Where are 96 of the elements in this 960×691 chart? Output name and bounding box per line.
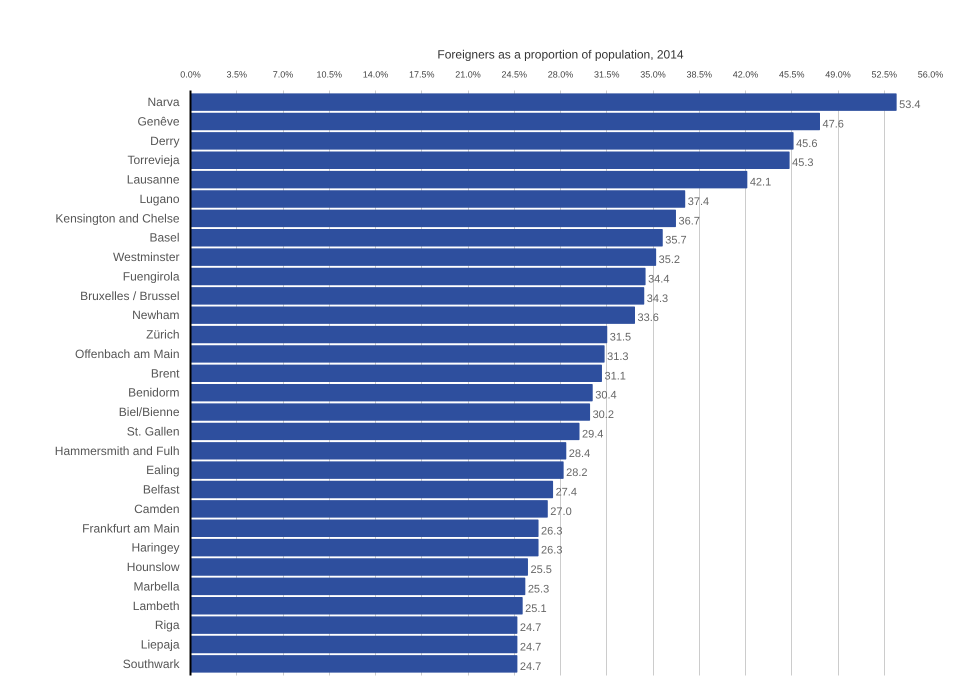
bar [190, 306, 635, 324]
y-tick-label: Westminster [113, 250, 180, 264]
y-tick-label: Derry [150, 134, 180, 148]
data-label: 36.7 [678, 215, 700, 228]
bar [190, 461, 564, 479]
data-label: 25.3 [528, 583, 550, 596]
y-tick-label: Kensington and Chelse [55, 211, 180, 226]
y-tick-label: Lambeth [132, 598, 180, 613]
data-label: 45.6 [796, 138, 818, 150]
data-label: 37.4 [688, 196, 710, 208]
data-label: 28.2 [566, 467, 588, 480]
x-tick-label: 31.5% [594, 70, 620, 80]
data-label: 26.3 [541, 525, 562, 538]
y-tick-label: Newham [132, 308, 180, 322]
y-tick-label: Frankfurt am Main [82, 521, 180, 536]
y-tick-label: Camden [134, 502, 180, 516]
data-label: 35.2 [658, 254, 680, 266]
bar [190, 228, 663, 246]
data-label: 29.4 [582, 428, 604, 440]
y-tick-label: Offenbach am Main [75, 346, 180, 361]
bar [190, 636, 518, 654]
y-tick-label: Riga [154, 618, 180, 632]
data-label: 45.3 [792, 157, 814, 170]
x-tick-label: 49.0% [825, 70, 851, 80]
bar [190, 112, 820, 130]
data-label: 25.5 [530, 564, 552, 576]
bar [190, 210, 676, 228]
x-tick-label: 14.0% [362, 70, 388, 80]
bar [190, 152, 790, 169]
y-tick-label: Biel/Bienne [118, 405, 180, 420]
x-tick-label: 35.0% [640, 70, 666, 80]
y-tick-label: Haringey [131, 540, 180, 555]
bar [190, 384, 593, 402]
data-label: 25.1 [525, 602, 547, 615]
data-label: 28.4 [568, 448, 590, 460]
x-tick-label: 42.0% [732, 70, 758, 80]
data-label: 53.4 [899, 99, 921, 112]
data-label: 31.5 [610, 332, 632, 344]
data-label: 42.1 [750, 176, 772, 189]
data-label: 27.4 [556, 486, 577, 499]
data-label: 34.3 [646, 292, 668, 305]
y-tick-label: Bruxelles / Brussel [80, 288, 180, 303]
y-tick-label: Hounslow [126, 560, 180, 574]
x-tick-label: 52.5% [871, 70, 898, 80]
x-tick-label: 56.0% [918, 70, 944, 80]
data-label: 31.1 [604, 370, 626, 382]
y-tick-label: Zürich [146, 328, 180, 342]
y-tick-label: Basel [149, 230, 180, 245]
data-label: 34.4 [648, 273, 670, 286]
data-label: 47.6 [822, 118, 844, 130]
bar [190, 597, 523, 614]
bar [190, 442, 566, 460]
x-tick-label: 24.5% [501, 70, 528, 80]
y-tick-label: Torrevieja [127, 153, 180, 168]
data-label: 26.3 [541, 544, 562, 557]
y-tick-label: Brent [150, 366, 180, 380]
data-label: 27.0 [550, 506, 572, 518]
bar [190, 616, 518, 634]
bar [190, 520, 539, 538]
bar [190, 287, 644, 305]
x-tick-label: 45.5% [778, 70, 805, 80]
data-label: 30.4 [595, 390, 617, 402]
data-label: 24.7 [520, 660, 542, 673]
data-label: 31.3 [607, 350, 629, 363]
y-tick-label: Narva [147, 95, 180, 110]
x-tick-label: 10.5% [316, 70, 342, 80]
x-tick-label: 38.5% [686, 70, 712, 80]
x-tick-label: 17.5% [408, 70, 435, 80]
bar [190, 364, 602, 382]
data-label: 33.6 [638, 312, 659, 324]
bar [190, 93, 897, 111]
bar [190, 538, 539, 556]
y-tick-label: Belfast [142, 482, 180, 497]
data-label: 35.7 [665, 234, 687, 247]
x-tick-label: 7.0% [272, 70, 294, 80]
data-label: 24.7 [520, 642, 542, 654]
data-label: 30.2 [592, 409, 614, 422]
y-tick-label: Lugano [139, 192, 180, 206]
y-tick-label: Ealing [146, 463, 180, 478]
y-tick-label: Genêve [137, 114, 180, 128]
y-tick-label: St. Gallen [126, 424, 180, 438]
chart-title: Foreigners as a proportion of population, 2014 [437, 48, 684, 62]
x-tick-label: 28.0% [548, 70, 574, 80]
y-tick-label: Benidorm [128, 386, 180, 400]
bar [190, 655, 518, 673]
y-tick-label: Southwark [122, 656, 180, 671]
x-tick-label: 0.0% [180, 70, 201, 80]
y-tick-label: Lausanne [126, 172, 180, 187]
y-tick-label: Hammersmith and Fulh [54, 444, 180, 458]
x-tick-label: 3.5% [226, 70, 248, 80]
y-tick-label: Liepaja [140, 638, 180, 652]
y-tick-label: Marbella [133, 579, 180, 594]
y-tick-label: Fuengirola [122, 269, 180, 284]
x-tick-label: 21.0% [455, 70, 481, 80]
bar [190, 132, 794, 150]
data-label: 24.7 [520, 622, 542, 634]
